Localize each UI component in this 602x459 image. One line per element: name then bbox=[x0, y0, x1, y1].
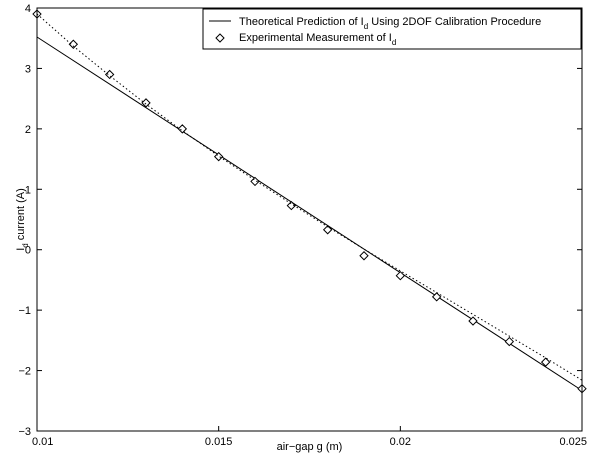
data-point bbox=[104, 69, 115, 80]
data-point bbox=[141, 98, 151, 108]
data-point bbox=[213, 151, 224, 162]
x-tick-label: 0.015 bbox=[205, 436, 233, 448]
axes-box bbox=[36, 7, 583, 432]
data-point bbox=[322, 225, 333, 235]
legend: Theoretical Prediction of Id Using 2DOF … bbox=[202, 8, 582, 50]
y-tick-label: 0 bbox=[25, 245, 31, 257]
data-point bbox=[431, 292, 442, 302]
x-tick-label: 0.025 bbox=[559, 436, 587, 448]
y-tick-label: 4 bbox=[25, 3, 31, 15]
x-axis-title: air−gap g (m) bbox=[277, 441, 343, 453]
data-point bbox=[359, 251, 369, 261]
data-point bbox=[504, 336, 515, 347]
y-tick-label: −2 bbox=[18, 366, 31, 378]
data-point bbox=[177, 124, 188, 134]
legend-label-experimental: Experimental Measurement of Id bbox=[239, 32, 396, 47]
y-tick-label: −3 bbox=[18, 426, 31, 438]
y-axis-title: Id current (A) bbox=[15, 188, 30, 251]
y-tick-label: −1 bbox=[18, 305, 31, 317]
y-axis-title-group: Id current (A) bbox=[15, 188, 30, 251]
data-point bbox=[286, 200, 297, 211]
data-point bbox=[540, 357, 551, 367]
dotted-fit-line bbox=[36, 13, 583, 381]
y-tick-label: 1 bbox=[25, 184, 31, 196]
data-point bbox=[395, 270, 406, 281]
axes: 0.01 0.015 0.02 0.025 −3 −2 −1 0 1 2 3 4 air−gap g (… bbox=[15, 3, 587, 453]
y-tick-label: 2 bbox=[25, 124, 31, 136]
legend-diamond-sample bbox=[215, 33, 225, 43]
data-point bbox=[468, 316, 478, 326]
legend-box bbox=[202, 8, 582, 50]
plot-area bbox=[32, 9, 587, 394]
theoretical-line bbox=[36, 36, 583, 391]
y-tick-label: 3 bbox=[25, 63, 31, 75]
x-tick-label: 0.01 bbox=[32, 436, 53, 448]
data-point bbox=[68, 39, 79, 49]
legend-label-theoretical: Theoretical Prediction of Id Using 2DOF … bbox=[239, 16, 541, 31]
x-tick-label: 0.02 bbox=[390, 436, 411, 448]
